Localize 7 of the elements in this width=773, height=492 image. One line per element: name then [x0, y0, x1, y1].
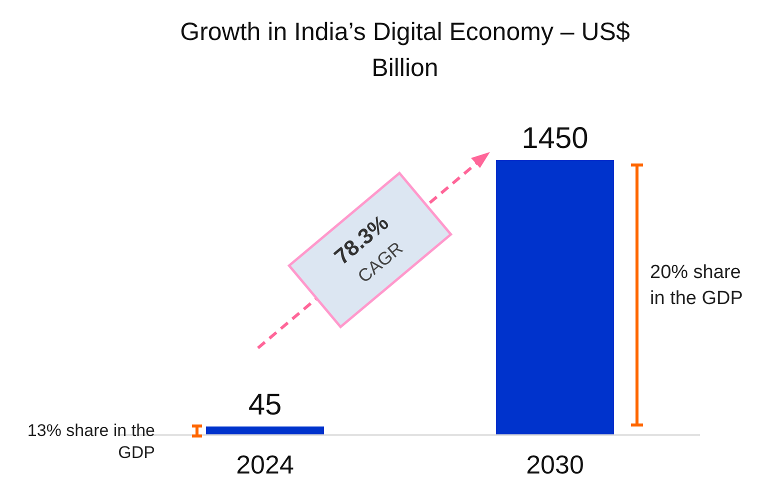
- chart-title: Growth in India’s Digital Economy – US$ Billion: [179, 17, 631, 84]
- data-label: 1450: [522, 122, 588, 155]
- data-label: 45: [248, 388, 282, 422]
- annotation: 13% share in the GDP: [26, 420, 155, 464]
- x-tick-label: 2024: [236, 449, 294, 480]
- annotation: 20% share in the GDP: [650, 261, 744, 311]
- x-tick-label: 2030: [526, 449, 584, 480]
